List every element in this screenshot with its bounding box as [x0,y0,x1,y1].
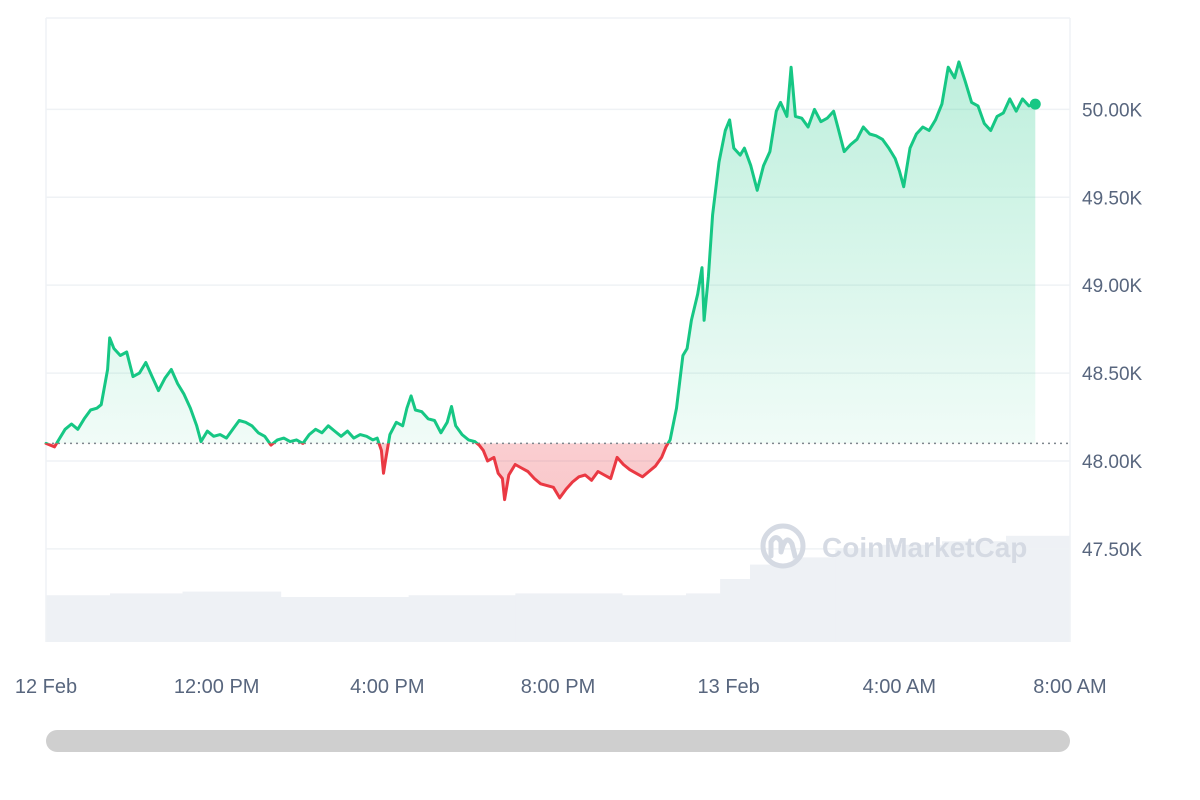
plot-frame [45,17,1071,642]
y-axis-labels: 47.50K 48.00K 48.50K 49.00K 49.50K 50.00K [1082,100,1143,560]
price-line [44,60,1037,502]
volume-bar [686,593,721,642]
price-area [46,61,1036,500]
volume-bar [46,595,111,642]
x-tick-label: 4:00 AM [863,676,936,698]
x-tick-label: 12:00 PM [174,676,260,698]
coinmarketcap-logo-icon [760,523,806,569]
last-price-dot[interactable] [1029,98,1041,110]
volume-bar [720,579,751,642]
volume-bar [110,593,184,642]
watermark-text: CoinMarketCap [822,532,1027,563]
volume-bar [878,544,943,642]
x-tick-label: 8:00 AM [1033,676,1106,698]
volume-bar [750,564,794,642]
volume-bar [515,593,623,642]
x-tick-label: 8:00 PM [521,676,595,698]
volume-bar [280,597,410,642]
price-area-down [46,443,1036,500]
x-tick-label: 13 Feb [698,676,760,698]
coinmarketcap-watermark: CoinMarketCap [760,523,1027,569]
x-tick-label: 4:00 PM [350,676,424,698]
volume-bar [182,591,282,642]
y-tick-label: 49.50K [1082,188,1143,209]
volume-bar [835,548,879,642]
volume-bar [942,541,1007,642]
volume-bar [622,595,687,642]
price-area-up [56,61,1036,444]
volume-bar [792,557,836,642]
price-line-up [44,60,1037,444]
price-line-down [44,443,670,502]
y-tick-label: 47.50K [1082,540,1143,561]
y-tick-label: 48.50K [1082,364,1143,385]
y-tick-label: 48.00K [1082,452,1143,473]
y-tick-label: 50.00K [1082,100,1143,121]
volume-bars [46,535,1071,642]
x-axis-labels: 12 Feb 12:00 PM 4:00 PM 8:00 PM 13 Feb 4:00 A… [15,676,1107,698]
time-range-scrollbar[interactable] [46,730,1070,752]
volume-bar [1006,535,1071,642]
volume-bar [408,595,516,642]
y-tick-label: 49.00K [1082,276,1143,297]
x-tick-label: 12 Feb [15,676,77,698]
